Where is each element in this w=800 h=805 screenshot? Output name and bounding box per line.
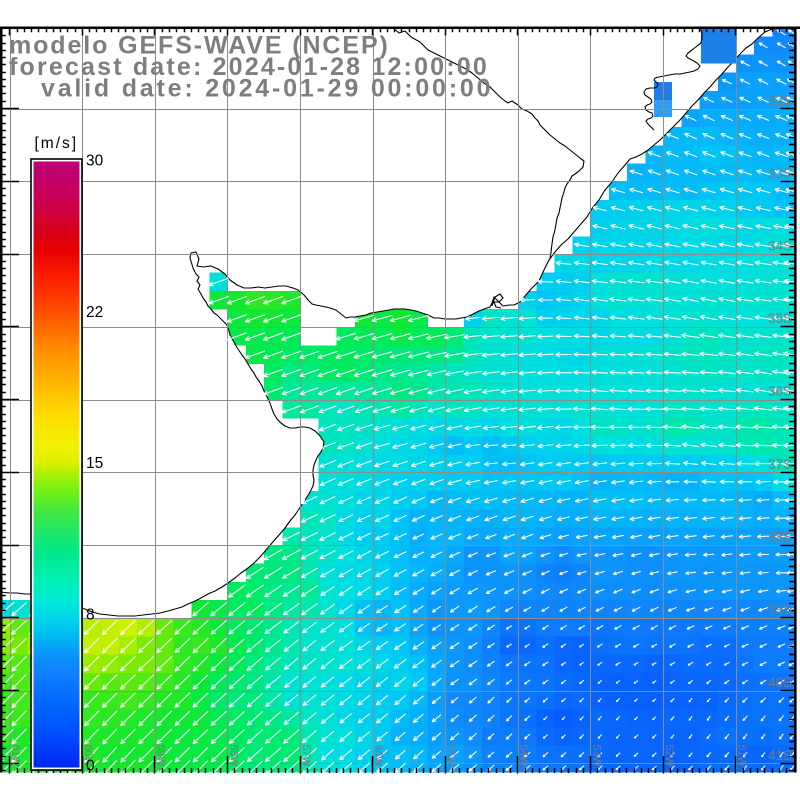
svg-text:modelo GEFS-WAVE (NCEP): modelo GEFS-WAVE (NCEP) [9,32,390,60]
svg-text:56W: 56W [373,745,385,768]
svg-text:36S: 36S [768,384,792,399]
svg-text:[m/s]: [m/s] [35,135,79,152]
svg-text:22: 22 [86,304,103,321]
svg-text:0: 0 [86,758,95,775]
svg-text:8: 8 [86,607,95,624]
svg-text:15: 15 [86,455,103,472]
svg-text:54W: 54W [518,745,530,768]
svg-text:41S: 41S [768,748,792,763]
svg-text:35S: 35S [768,311,792,326]
svg-text:39S: 39S [768,602,792,617]
svg-text:valid date: 2024-01-29 00:00:0: valid date: 2024-01-29 00:00:00 [41,75,493,103]
svg-text:30: 30 [86,153,104,170]
svg-text:58W: 58W [227,745,239,768]
svg-text:51W: 51W [736,745,748,768]
svg-text:55W: 55W [445,745,457,768]
svg-text:forecast date: 2024-01-28 12:0: forecast date: 2024-01-28 12:00:00 [9,53,489,81]
svg-text:61W: 61W [10,745,22,768]
svg-text:40S: 40S [768,675,792,690]
svg-text:34S: 34S [768,239,792,254]
svg-text:60W: 60W [82,745,94,768]
svg-text:59W: 59W [155,745,167,768]
svg-text:37S: 37S [768,457,792,472]
svg-text:32S: 32S [768,93,792,108]
svg-text:52W: 52W [663,745,675,768]
svg-text:57W: 57W [300,745,312,768]
svg-text:33S: 33S [768,166,792,181]
svg-text:38S: 38S [768,530,792,545]
svg-text:53W: 53W [590,745,602,768]
